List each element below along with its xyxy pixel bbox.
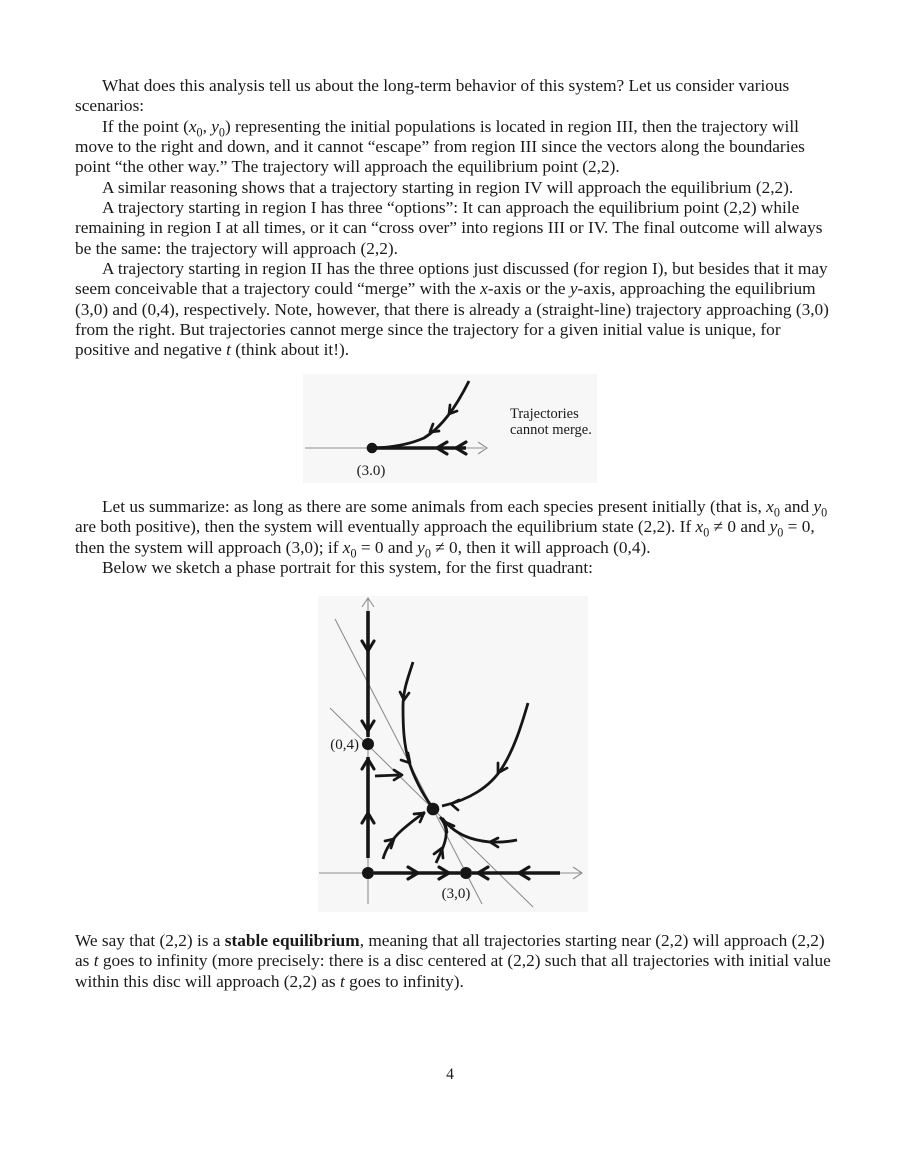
equilibrium-point-origin	[362, 867, 374, 879]
paragraph-6: Let us summarize: as long as there are s…	[75, 497, 828, 561]
trajectory-from-lower-left-arrowheads	[383, 811, 426, 850]
equilibrium-point-3-0	[366, 442, 378, 454]
rightward-flow-arrowheads	[406, 865, 451, 881]
leftward-flow-arrowheads	[476, 865, 531, 881]
text-section-3: We say that (2,2) is a stable equilibriu…	[75, 931, 835, 992]
figure-background	[318, 596, 588, 912]
trajectory-from-top	[401, 661, 432, 805]
point-label-0-4: (0,4)	[330, 737, 359, 753]
paragraph-5: A trajectory starting in region II has t…	[75, 259, 829, 360]
trajectory-from-below	[434, 816, 448, 864]
paragraph-3: A similar reasoning shows that a traject…	[102, 177, 794, 197]
paragraph-2: If the point (x0, y0) representing the i…	[75, 116, 805, 177]
trajectory-from-lower-left	[381, 810, 426, 860]
leftward-flow-arrowheads	[435, 440, 468, 456]
y-axis-arrowhead	[361, 597, 375, 608]
paragraph-7: Below we sketch a phase portrait for thi…	[102, 558, 593, 578]
paragraph-1: What does this analysis tell us about th…	[75, 76, 790, 116]
x-axis-arrowhead	[572, 866, 583, 880]
phase-portrait-figure: (0,4) (3,0)	[318, 596, 588, 912]
trajectory-from-lower-right	[440, 817, 518, 844]
trajectory-from-below-arrowhead	[432, 846, 445, 860]
curve-flow-arrowheads	[428, 403, 459, 434]
equilibrium-point-2-2	[426, 802, 440, 816]
equilibrium-point-0-4	[362, 738, 374, 750]
trajectory-from-upper-right-arrowheads	[449, 761, 509, 812]
downward-flow-arrowheads	[360, 639, 376, 733]
text-section-1: What does this analysis tell us about th…	[75, 76, 835, 361]
figure-background	[303, 374, 597, 483]
trajectory-from-left-arrowhead	[392, 768, 404, 782]
figure-caption-line-1: Trajectories	[510, 406, 579, 422]
text-section-2: Let us summarize: as long as there are s…	[75, 497, 835, 578]
equilibrium-point-3-0	[460, 867, 472, 879]
paragraph-4: A trajectory starting in region I has th…	[75, 198, 823, 258]
trajectory-from-upper-right	[441, 702, 530, 808]
figure-caption-line-2: cannot merge.	[510, 422, 592, 438]
paragraph-8: We say that (2,2) is a stable equilibriu…	[75, 931, 831, 991]
trajectory-from-top-arrowheads	[398, 690, 412, 765]
trajectory-from-left	[374, 773, 400, 778]
x-axis-arrowhead	[477, 441, 488, 455]
incoming-trajectory-curve	[372, 380, 471, 450]
merge-figure: (3.0) Trajectories cannot merge.	[303, 374, 597, 483]
page-number: 4	[446, 1066, 454, 1083]
point-label-3-0: (3,0)	[442, 886, 471, 902]
upward-flow-arrowheads	[360, 757, 376, 825]
point-label-3-0: (3.0)	[357, 463, 386, 479]
